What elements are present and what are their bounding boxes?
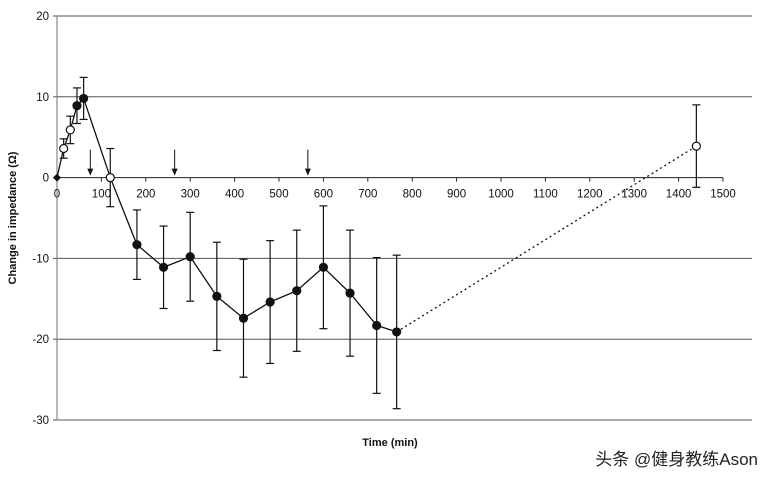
data-point: [132, 240, 142, 250]
series-segment: [109, 177, 138, 245]
series-segment: [396, 145, 697, 333]
series-segment: [243, 301, 271, 319]
data-point: [392, 327, 402, 337]
x-tick-label: 800: [403, 189, 422, 201]
data-point: [691, 141, 701, 151]
y-tick-label: 0: [43, 173, 49, 185]
data-point: [238, 313, 249, 323]
data-point: [65, 125, 75, 135]
x-tick-label: 1200: [577, 189, 603, 201]
data-point: [158, 262, 169, 272]
x-tick-label: 300: [181, 189, 200, 201]
series-segment: [296, 266, 324, 292]
x-axis-label: Time (min): [362, 437, 418, 449]
data-point: [53, 173, 61, 182]
data-point: [345, 288, 355, 298]
y-tick-label: 10: [36, 92, 49, 104]
series-segment: [163, 256, 191, 268]
y-tick-label: -30: [32, 415, 49, 427]
data-point: [372, 320, 382, 331]
x-tick-label: 200: [136, 189, 155, 201]
x-tick-label: 700: [358, 189, 377, 201]
x-tick-label: 1300: [621, 189, 647, 201]
data-point: [318, 262, 328, 272]
arrow-head: [304, 168, 311, 176]
series-segment: [269, 290, 298, 303]
series-segment: [216, 295, 244, 319]
x-tick-label: 1000: [488, 189, 514, 201]
x-tick-label: 400: [225, 189, 244, 201]
data-point: [105, 173, 115, 183]
y-tick-label: -20: [32, 334, 49, 346]
x-tick-label: 600: [314, 189, 333, 201]
data-point: [212, 291, 222, 301]
watermark: 头条 @健身教练Ason: [595, 450, 758, 469]
y-tick-label: -10: [32, 253, 49, 265]
x-tick-label: 0: [54, 189, 60, 201]
x-tick-label: 100: [92, 189, 111, 201]
series-segment: [189, 256, 218, 297]
x-tick-label: 1100: [533, 189, 558, 201]
data-point: [79, 93, 89, 104]
data-point: [72, 101, 82, 111]
data-point: [59, 143, 69, 154]
x-tick-label: 1500: [710, 189, 736, 201]
series-segment: [136, 244, 164, 268]
series-segment: [349, 292, 378, 326]
x-tick-label: 500: [269, 189, 288, 201]
data-point: [265, 297, 275, 307]
y-axis-label: Change in impedance (Ω): [7, 151, 19, 284]
series-segment: [322, 266, 351, 294]
x-tick-label: 900: [447, 189, 466, 201]
data-point: [292, 286, 302, 296]
arrow-head: [171, 168, 178, 176]
arrow-head: [87, 168, 94, 176]
x-tick-label: 1400: [666, 189, 692, 201]
data-point: [185, 252, 195, 262]
series-segment: [56, 148, 65, 178]
y-tick-label: 20: [36, 11, 49, 23]
series-segment: [83, 98, 111, 178]
